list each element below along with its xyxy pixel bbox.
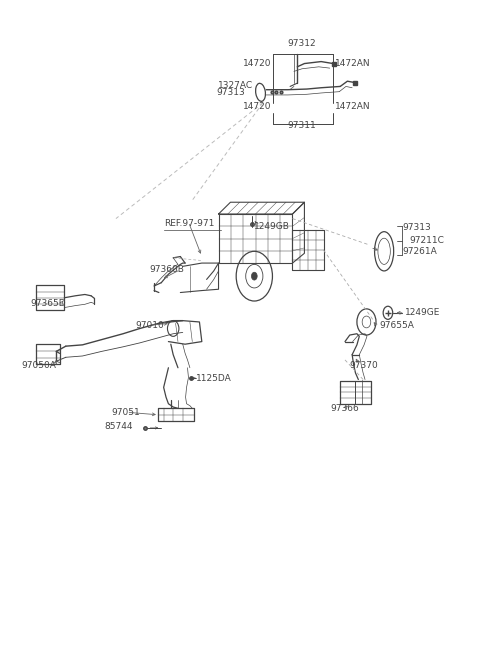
Text: 97313: 97313 [216, 89, 245, 97]
Text: 1472AN: 1472AN [336, 59, 371, 68]
Text: 1472AN: 1472AN [336, 102, 371, 110]
Circle shape [252, 272, 257, 280]
Text: 97313: 97313 [402, 223, 431, 233]
Text: 97050A: 97050A [22, 361, 56, 371]
Text: 97211C: 97211C [409, 236, 444, 244]
Text: 1125DA: 1125DA [196, 374, 232, 384]
Bar [36, 344, 60, 365]
Text: 14720: 14720 [242, 102, 271, 110]
Text: 97261A: 97261A [402, 248, 437, 256]
Text: 97051: 97051 [111, 408, 140, 417]
Text: REF.97-971: REF.97-971 [164, 219, 214, 229]
Text: 97365D: 97365D [30, 299, 66, 308]
Text: 14720: 14720 [242, 59, 271, 68]
Text: 1327AC: 1327AC [218, 81, 253, 89]
Text: 97360B: 97360B [149, 265, 184, 274]
Bar [36, 285, 64, 310]
Bar [218, 214, 292, 263]
Text: 97311: 97311 [288, 121, 316, 130]
Bar [292, 231, 324, 269]
Bar [340, 381, 371, 404]
Text: 97312: 97312 [288, 39, 316, 49]
Text: 1249GE: 1249GE [405, 308, 440, 317]
Text: 1249GB: 1249GB [254, 222, 290, 231]
Bar [158, 408, 194, 421]
Text: 97010: 97010 [135, 321, 164, 330]
Text: 97370: 97370 [350, 361, 379, 370]
Text: 97366: 97366 [331, 404, 360, 413]
Text: 97655A: 97655A [380, 321, 415, 330]
Text: 85744: 85744 [105, 422, 133, 431]
